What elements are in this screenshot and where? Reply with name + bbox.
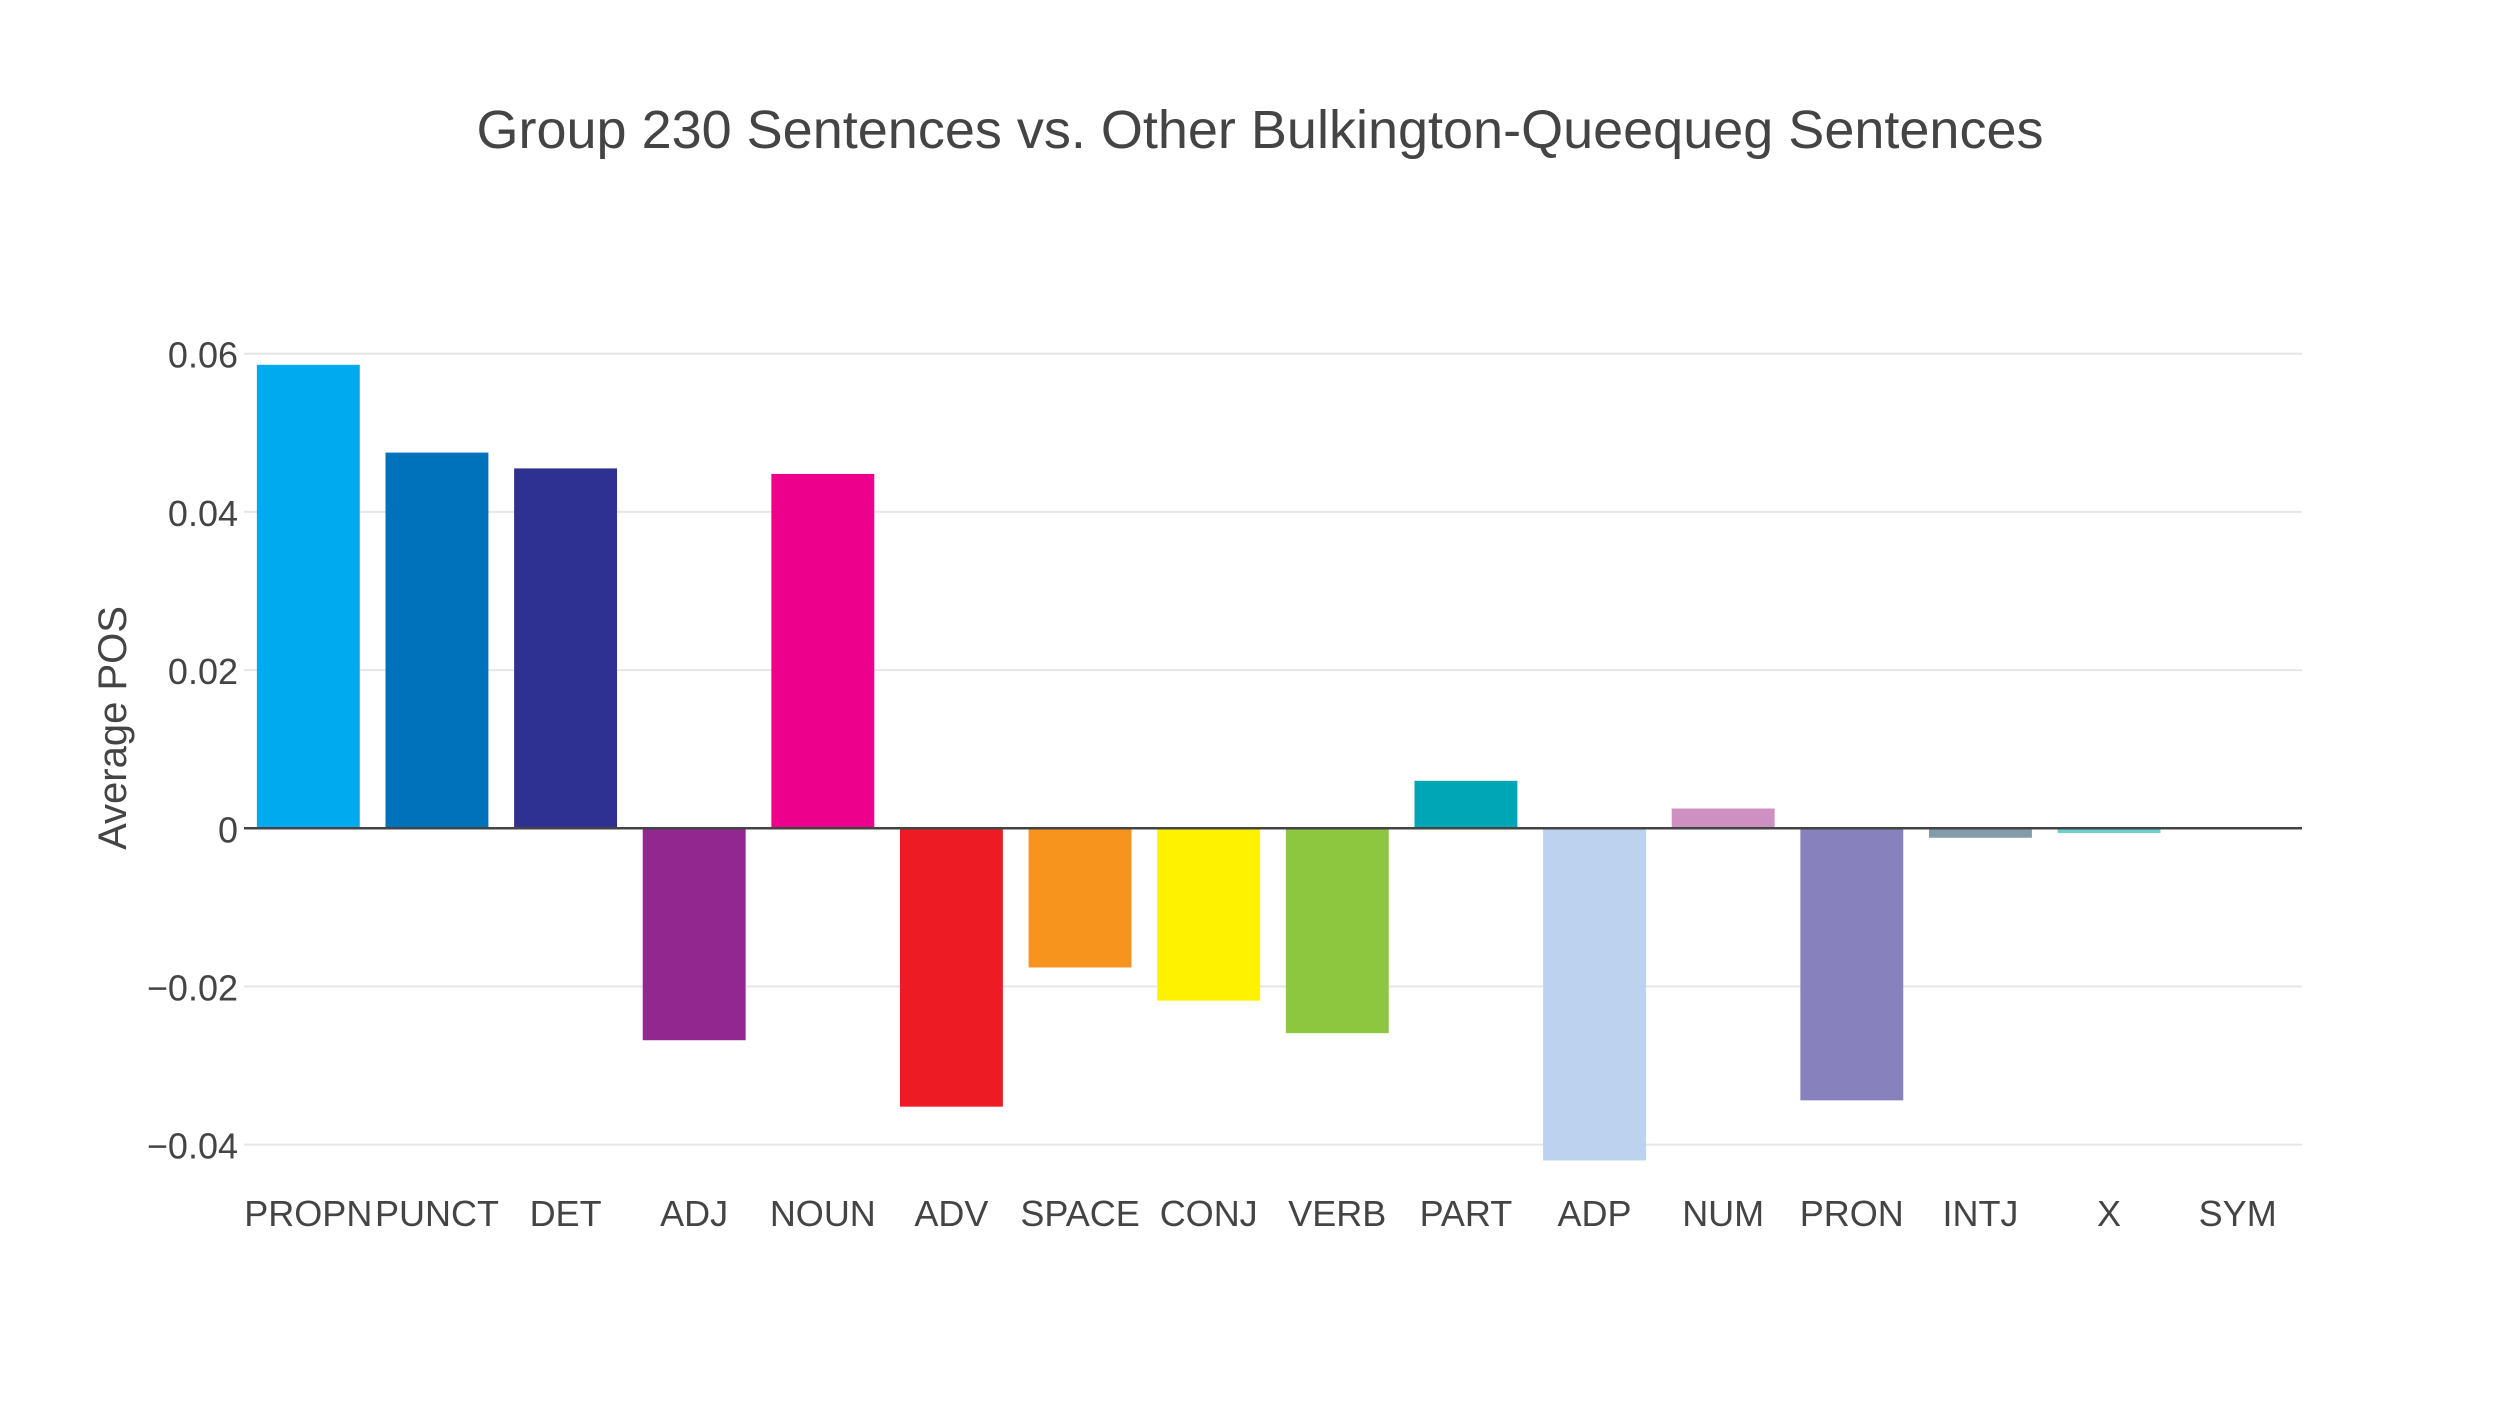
x-tick-label: X <box>2097 1193 2121 1234</box>
bar-verb[interactable]: VERB: -0.0259 <box>1285 828 1389 1034</box>
x-tick-label: PART <box>1420 1193 1513 1234</box>
bar-conj[interactable]: CONJ: -0.0218 <box>1157 828 1261 1001</box>
bar-num[interactable]: NUM: 0.0025 <box>1671 808 1775 829</box>
x-tick-label: PRON <box>1800 1193 1904 1234</box>
y-tick-labels: 0.06 0.04 0.02 0 −0.02 −0.04 <box>147 335 238 1167</box>
x-tick-label: NOUN <box>770 1193 876 1234</box>
x-tick-label: PROPN <box>244 1193 372 1234</box>
y-tick-label: 0 <box>218 809 238 850</box>
y-tick-label: 0.04 <box>168 493 238 534</box>
x-tick-label: SPACE <box>1020 1193 1139 1234</box>
x-tick-label: ADV <box>914 1193 988 1234</box>
x-tick-label: ADP <box>1558 1193 1632 1234</box>
y-axis-label: Average POS <box>91 606 135 850</box>
x-tick-label: CONJ <box>1160 1193 1258 1234</box>
bar-punct[interactable]: PUNCT: 0.0475 <box>385 452 489 829</box>
bar-adv[interactable]: ADV: -0.0352 <box>899 828 1003 1107</box>
y-tick-label: 0.02 <box>168 651 238 692</box>
x-tick-label: VERB <box>1288 1193 1386 1234</box>
bar-x[interactable]: X: -0.0006 <box>2057 828 2161 834</box>
y-tick-label: −0.02 <box>147 967 238 1008</box>
x-tick-label: NUM <box>1682 1193 1764 1234</box>
bar-noun[interactable]: NOUN: 0.0448 <box>771 473 875 829</box>
bar-adj[interactable]: ADJ: -0.0268 <box>642 828 746 1041</box>
x-tick-labels: PROPN PUNCT DET ADJ NOUN ADV SPACE CONJ VERB PART… <box>244 1193 2276 1234</box>
bar-propn[interactable]: PROPN: 0.0586 <box>256 364 360 829</box>
x-tick-label: PUNCT <box>375 1193 499 1234</box>
x-tick-label: DET <box>530 1193 602 1234</box>
bar-det[interactable]: DET: 0.0455 <box>514 468 618 829</box>
chart-title: Group 230 Sentences vs. Other Bulkington… <box>476 100 2043 160</box>
y-tick-label: 0.06 <box>168 335 238 376</box>
bar-adp[interactable]: ADP: -0.042 <box>1543 828 1647 1161</box>
x-tick-label: INTJ <box>1942 1193 2018 1234</box>
bar-space[interactable]: SPACE: -0.0176 <box>1028 828 1132 968</box>
bar-intj[interactable]: INTJ: -0.0012 <box>1928 828 2032 838</box>
bar-pron[interactable]: PRON: -0.0344 <box>1800 828 1904 1101</box>
x-tick-label: SYM <box>2199 1193 2277 1234</box>
x-tick-label: ADJ <box>660 1193 728 1234</box>
y-tick-label: −0.04 <box>147 1126 238 1167</box>
bar-part[interactable]: PART: 0.006 <box>1414 780 1518 829</box>
bars: PROPN: 0.0586PUNCT: 0.0475DET: 0.0455ADJ… <box>256 364 2161 1161</box>
